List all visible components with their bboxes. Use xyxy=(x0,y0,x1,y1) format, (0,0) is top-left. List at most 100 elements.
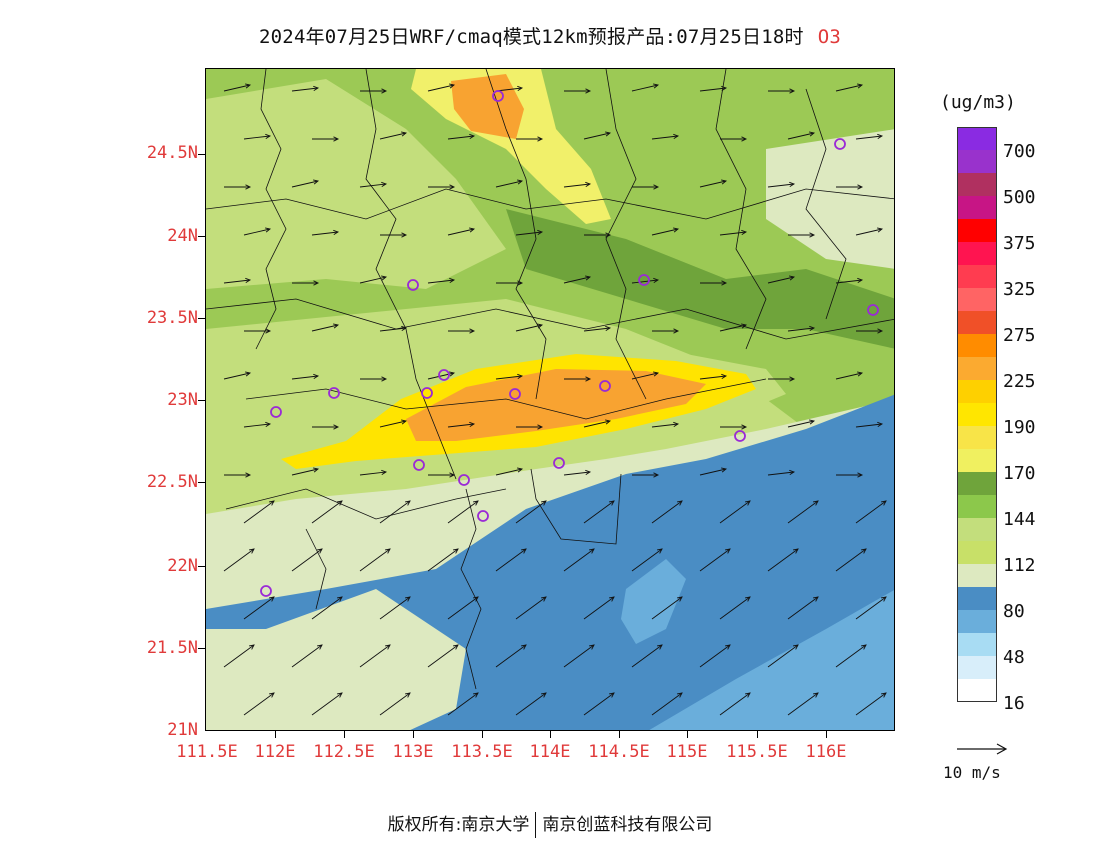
wind-arrow xyxy=(699,467,728,476)
map-canvas xyxy=(206,69,894,730)
wind-arrow xyxy=(583,131,612,140)
color-legend-bar xyxy=(957,127,997,702)
wind-arrow xyxy=(292,280,320,286)
wind-arrow xyxy=(495,373,524,380)
wind-arrow xyxy=(835,277,864,284)
legend-swatch xyxy=(957,495,997,518)
lon-label-113-5: 113.5E xyxy=(451,742,513,762)
footer-left: 版权所有:南京大学 xyxy=(387,815,530,835)
wind-arrow xyxy=(631,371,660,380)
legend-label-144: 144 xyxy=(1003,509,1036,530)
lat-label-22-5: 22.5N xyxy=(146,472,198,492)
lat-label-21-5: 21.5N xyxy=(146,638,198,658)
legend-swatch xyxy=(957,541,997,564)
wind-arrow xyxy=(291,373,320,380)
wind-arrow xyxy=(427,83,456,92)
legend-swatch xyxy=(957,288,997,311)
wind-arrow xyxy=(224,184,252,190)
wind-arrow xyxy=(787,596,819,620)
wind-arrow xyxy=(428,472,456,478)
wind-arrow xyxy=(699,644,731,668)
wind-arrow xyxy=(427,548,459,572)
wind-arrow xyxy=(631,277,660,284)
wind-arrow xyxy=(291,644,323,668)
legend-swatch xyxy=(957,518,997,541)
wind-arrow xyxy=(312,136,340,142)
legend-swatch xyxy=(957,449,997,472)
ozone-plume-central-225 xyxy=(406,369,706,441)
legend-swatch xyxy=(957,265,997,288)
wind-arrow xyxy=(583,692,615,716)
wind-arrow xyxy=(563,275,592,284)
wind-arrow xyxy=(787,131,816,140)
legend-swatch xyxy=(957,679,997,702)
wind-arrow xyxy=(359,469,388,476)
wind-arrow xyxy=(515,692,547,716)
wind-arrow xyxy=(291,179,320,188)
wind-arrow xyxy=(699,373,728,380)
legend-label-225: 225 xyxy=(1003,371,1036,392)
station-marker xyxy=(477,510,489,522)
wind-arrow xyxy=(855,227,884,236)
lon-label-111-5: 111.5E xyxy=(176,742,238,762)
wind-arrow xyxy=(496,280,524,286)
wind-arrow xyxy=(243,421,272,428)
legend-label-500: 500 xyxy=(1003,187,1036,208)
legend-swatch xyxy=(957,564,997,587)
wind-arrow xyxy=(291,85,320,92)
wind-arrow xyxy=(515,229,544,236)
wind-arrow xyxy=(564,88,592,94)
wind-arrow xyxy=(223,371,252,380)
wind-arrow xyxy=(311,500,343,524)
wind-arrow xyxy=(447,227,476,236)
lon-label-112: 112E xyxy=(254,742,296,762)
wind-arrow xyxy=(768,376,796,382)
wind-arrow xyxy=(447,596,479,620)
station-marker xyxy=(438,369,450,381)
wind-arrow xyxy=(719,323,748,332)
legend-swatch xyxy=(957,380,997,403)
wind-arrow xyxy=(699,179,728,188)
wind-arrow xyxy=(223,277,252,284)
legend-swatch xyxy=(957,357,997,380)
wind-arrow xyxy=(379,419,408,428)
station-marker xyxy=(734,430,746,442)
sea-patch-light xyxy=(621,559,686,644)
wind-arrow xyxy=(835,83,864,92)
wind-arrow xyxy=(428,184,456,190)
species-label: O3 xyxy=(817,26,841,48)
wind-arrow xyxy=(855,692,887,716)
station-marker xyxy=(328,387,340,399)
lon-label-115: 115E xyxy=(666,742,708,762)
wind-arrow xyxy=(836,184,864,190)
wind-arrow xyxy=(291,548,323,572)
legend-label-170: 170 xyxy=(1003,463,1036,484)
forecast-map xyxy=(205,68,895,731)
wind-arrow xyxy=(311,692,343,716)
wind-arrow xyxy=(495,85,524,92)
wind-arrow xyxy=(564,376,592,382)
wind-arrow xyxy=(584,232,612,238)
legend-units: (ug/m3) xyxy=(940,92,1016,113)
lat-label-24-5: 24.5N xyxy=(146,143,198,163)
legend-swatch xyxy=(957,633,997,656)
legend-swatch xyxy=(957,173,997,196)
wind-arrow xyxy=(515,323,544,332)
legend-swatch xyxy=(957,127,997,150)
wind-arrow xyxy=(855,133,884,140)
wind-arrow xyxy=(651,133,680,140)
wind-arrow xyxy=(495,179,524,188)
wind-arrow xyxy=(224,472,252,478)
wind-arrow xyxy=(243,692,275,716)
wind-arrow xyxy=(835,371,864,380)
wind-arrow xyxy=(311,323,340,332)
station-marker xyxy=(834,138,846,150)
wind-arrow xyxy=(855,421,884,428)
lon-label-114-5: 114.5E xyxy=(588,742,650,762)
wind-arrow xyxy=(855,500,887,524)
wind-reference-label: 10 m/s xyxy=(943,763,1001,782)
concentration-band-112-north xyxy=(206,79,506,289)
wind-arrow xyxy=(495,467,524,476)
legend-swatch xyxy=(957,311,997,334)
monitoring-stations xyxy=(260,90,879,597)
